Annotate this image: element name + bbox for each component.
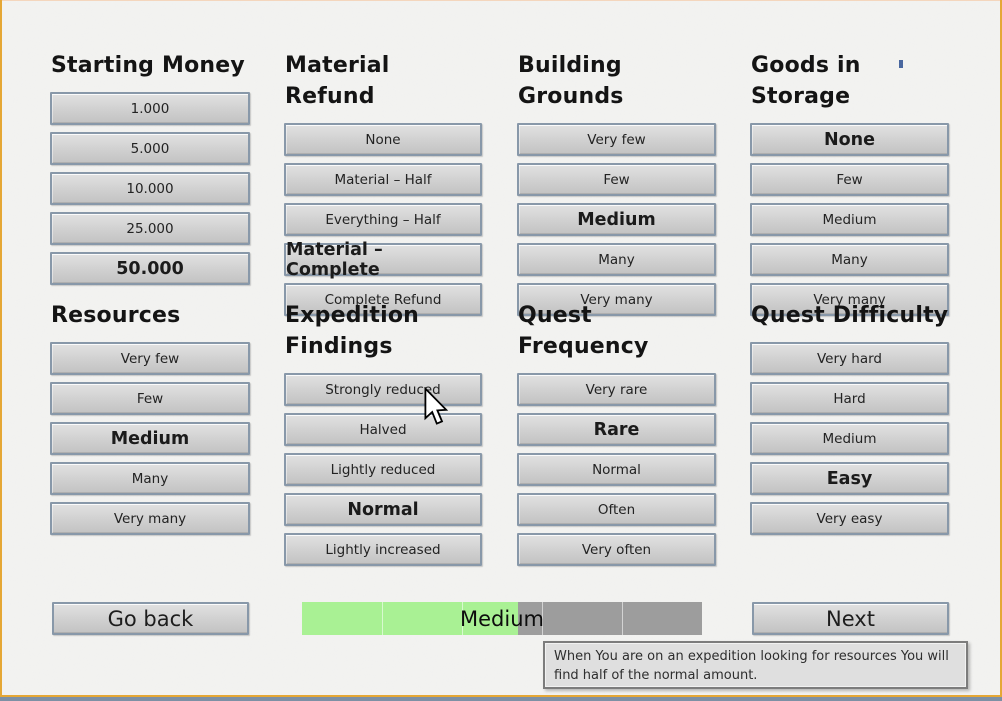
option-button[interactable]: Material – Half: [284, 163, 482, 196]
group-title: Quest Frequency: [518, 303, 649, 359]
group-building-grounds: Building Grounds Very few Few Medium Man…: [517, 50, 716, 323]
option-button[interactable]: Halved: [284, 413, 482, 446]
option-button[interactable]: Lightly increased: [284, 533, 482, 566]
option-button[interactable]: Few: [517, 163, 716, 196]
group-quest-difficulty: Quest Difficulty Very hard Hard Medium E…: [750, 300, 949, 542]
group-title: Starting Money: [51, 53, 245, 78]
option-button[interactable]: Very often: [517, 533, 716, 566]
group-title: Material Refund: [285, 53, 390, 109]
bottom-taskbar-strip: [0, 697, 1002, 701]
screen-artifact: [899, 60, 903, 68]
option-button[interactable]: Medium: [50, 422, 250, 455]
option-button[interactable]: Strongly reduced: [284, 373, 482, 406]
difficulty-meter-label: Medium: [460, 606, 544, 631]
option-button[interactable]: None: [284, 123, 482, 156]
option-button[interactable]: Very many: [50, 502, 250, 535]
option-button[interactable]: 50.000: [50, 252, 250, 285]
group-resources: Resources Very few Few Medium Many Very …: [50, 300, 250, 542]
group-expedition-findings: Expedition Findings Strongly reduced Hal…: [284, 300, 482, 573]
option-button[interactable]: Medium: [517, 203, 716, 236]
group-goods-in-storage: Goods in Storage None Few Medium Many Ve…: [750, 50, 949, 323]
option-button[interactable]: Everything – Half: [284, 203, 482, 236]
option-button[interactable]: Very easy: [750, 502, 949, 535]
option-button[interactable]: Very few: [517, 123, 716, 156]
option-button[interactable]: Very rare: [517, 373, 716, 406]
group-title: Building Grounds: [518, 53, 624, 109]
go-back-button[interactable]: Go back: [52, 602, 249, 635]
group-title: Expedition Findings: [285, 303, 420, 359]
group-quest-frequency: Quest Frequency Very rare Rare Normal Of…: [517, 300, 716, 573]
option-button[interactable]: Very hard: [750, 342, 949, 375]
option-button[interactable]: Many: [50, 462, 250, 495]
option-button[interactable]: Many: [517, 243, 716, 276]
option-button[interactable]: 1.000: [50, 92, 250, 125]
option-button[interactable]: Few: [50, 382, 250, 415]
option-button[interactable]: None: [750, 123, 949, 156]
option-button[interactable]: 25.000: [50, 212, 250, 245]
option-button[interactable]: Normal: [517, 453, 716, 486]
tooltip: When You are on an expedition looking fo…: [543, 641, 968, 689]
group-title: Quest Difficulty: [751, 303, 949, 328]
option-button[interactable]: Medium: [750, 422, 949, 455]
group-title: Resources: [51, 303, 181, 328]
difficulty-meter: Medium: [302, 602, 702, 635]
option-button[interactable]: Few: [750, 163, 949, 196]
option-button[interactable]: Rare: [517, 413, 716, 446]
group-starting-money: Starting Money 1.000 5.000 10.000 25.000…: [50, 50, 250, 292]
option-button[interactable]: 10.000: [50, 172, 250, 205]
option-button[interactable]: Often: [517, 493, 716, 526]
option-button[interactable]: 5.000: [50, 132, 250, 165]
next-button[interactable]: Next: [752, 602, 949, 635]
option-button[interactable]: Normal: [284, 493, 482, 526]
group-material-refund: Material Refund None Material – Half Eve…: [284, 50, 482, 323]
option-button[interactable]: Lightly reduced: [284, 453, 482, 486]
option-button[interactable]: Hard: [750, 382, 949, 415]
option-button[interactable]: Many: [750, 243, 949, 276]
frame-left-edge: [0, 0, 2, 701]
group-title: Goods in Storage: [751, 53, 861, 109]
option-button[interactable]: Very few: [50, 342, 250, 375]
option-button[interactable]: Medium: [750, 203, 949, 236]
option-button[interactable]: Easy: [750, 462, 949, 495]
frame-top-edge: [0, 0, 1002, 1]
option-button[interactable]: Material – Complete: [284, 240, 482, 280]
